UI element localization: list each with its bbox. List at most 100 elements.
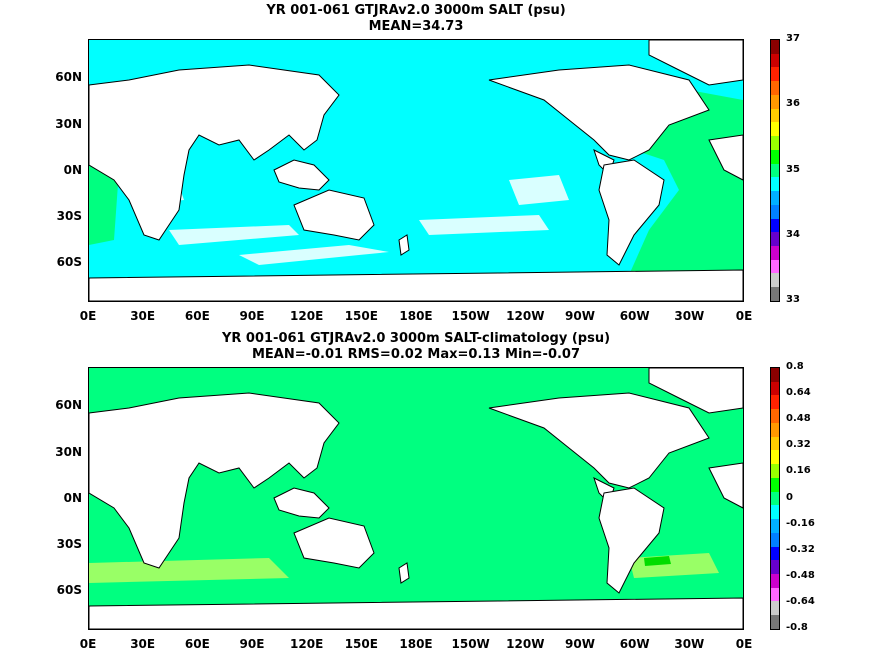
panel2-title: YR 001-061 GTJRAv2.0 3000m SALT-climatol… [88, 331, 744, 363]
colorbar-segment [771, 464, 779, 478]
land-mass [273, 159, 330, 191]
colorbar-segment [771, 108, 779, 123]
lon-label: 150W [451, 637, 490, 651]
lon-label: 120E [290, 637, 324, 651]
colorbar-label: -0.64 [786, 595, 815, 607]
colorbar-segment [771, 177, 779, 192]
lon-label: 120W [506, 637, 545, 651]
panel1-title-line2: MEAN=34.73 [368, 19, 464, 34]
colorbar-segment [771, 587, 779, 602]
lon-label: 90E [239, 309, 265, 323]
lon-label: 90E [239, 637, 265, 651]
panel2-title-line2: MEAN=-0.01 RMS=0.02 Max=0.13 Min=-0.07 [251, 347, 581, 362]
colorbar-segment [771, 40, 779, 54]
lon-label: 150E [344, 637, 378, 651]
lon-label: 180E [399, 637, 433, 651]
lat-label: 60N [55, 398, 82, 412]
colorbar-segment [771, 505, 779, 520]
land-mass [708, 134, 743, 181]
lat-label: 60S [56, 583, 82, 597]
land-mass [89, 269, 743, 301]
land-mass [648, 368, 743, 414]
colorbar-segment [771, 149, 779, 164]
land-mass [598, 159, 665, 266]
land-mass [398, 562, 410, 584]
land-mass [488, 392, 710, 489]
colorbar-segment [771, 204, 779, 219]
lon-label: 90W [565, 309, 595, 323]
lon-label: 0E [735, 637, 753, 651]
colorbar-segment [771, 94, 779, 109]
colorbar-label: -0.48 [786, 569, 815, 581]
map-svg [89, 40, 743, 301]
lon-label: 0E [735, 309, 753, 323]
colorbar-segment [771, 368, 779, 382]
colorbar-label: 0.64 [786, 387, 811, 399]
colorbar-segment [771, 519, 779, 533]
colorbar-segment [771, 560, 779, 575]
map-svg [89, 368, 743, 629]
colorbar-segment [771, 395, 779, 410]
colorbar-segment [771, 422, 779, 437]
colorbar-segment [771, 191, 779, 205]
land-mass [708, 462, 743, 509]
panel2-colorbar [770, 367, 780, 630]
lon-label: 60E [184, 637, 210, 651]
lon-label: 30W [674, 309, 705, 323]
lon-label: 60W [619, 637, 650, 651]
land-mass [648, 40, 743, 86]
colorbar-segment [771, 136, 779, 150]
panel1-colorbar [770, 39, 780, 302]
colorbar-segment [771, 273, 779, 288]
lon-label: 30E [130, 637, 156, 651]
colorbar-label: 0 [786, 491, 793, 503]
lon-label: 60W [619, 309, 650, 323]
lat-label: 30N [55, 117, 82, 131]
colorbar-label: 35 [786, 163, 800, 175]
colorbar-segment [771, 259, 779, 274]
colorbar-segment [771, 532, 779, 547]
colorbar-label: -0.8 [786, 622, 808, 633]
land-mass [293, 517, 375, 569]
colorbar-segment [771, 574, 779, 588]
colorbar-segment [771, 232, 779, 247]
colorbar-label: -0.16 [786, 517, 815, 529]
colorbar-segment [771, 53, 779, 68]
colorbar-segment [771, 81, 779, 95]
colorbar-label: 0.48 [786, 413, 811, 425]
lat-label: 60S [56, 255, 82, 269]
panel1-map [88, 39, 744, 302]
land-mass [293, 189, 375, 241]
lon-label: 180E [399, 309, 433, 323]
lon-label: 0E [79, 637, 97, 651]
lon-label: 150E [344, 309, 378, 323]
colorbar-segment [771, 218, 779, 233]
colorbar-segment [771, 381, 779, 396]
colorbar-segment [771, 246, 779, 260]
colorbar-segment [771, 287, 779, 301]
land-mass [89, 597, 743, 629]
lon-label: 120W [506, 309, 545, 323]
deep-ocean-gap [509, 175, 569, 205]
colorbar-segment [771, 491, 779, 506]
deep-ocean-gap [419, 215, 549, 235]
deep-ocean-gap [169, 225, 299, 245]
land-mass [89, 64, 340, 241]
colorbar-segment [771, 409, 779, 423]
anomaly-patch [644, 556, 671, 566]
lon-label: 0E [79, 309, 97, 323]
colorbar-label: 0.16 [786, 465, 811, 477]
land-mass [273, 487, 330, 519]
lat-label: 30S [56, 209, 82, 223]
colorbar-segment [771, 546, 779, 561]
panel2-map [88, 367, 744, 630]
panel1-title-line1: YR 001-061 GTJRAv2.0 3000m SALT (psu) [266, 3, 566, 18]
colorbar-label: -0.32 [786, 543, 815, 555]
panel1-title: YR 001-061 GTJRAv2.0 3000m SALT (psu) ME… [88, 3, 744, 35]
colorbar-segment [771, 601, 779, 616]
lat-label: 0N [63, 491, 82, 505]
lon-label: 60E [184, 309, 210, 323]
colorbar-label: 34 [786, 228, 800, 240]
lat-label: 0N [63, 163, 82, 177]
colorbar-segment [771, 163, 779, 178]
